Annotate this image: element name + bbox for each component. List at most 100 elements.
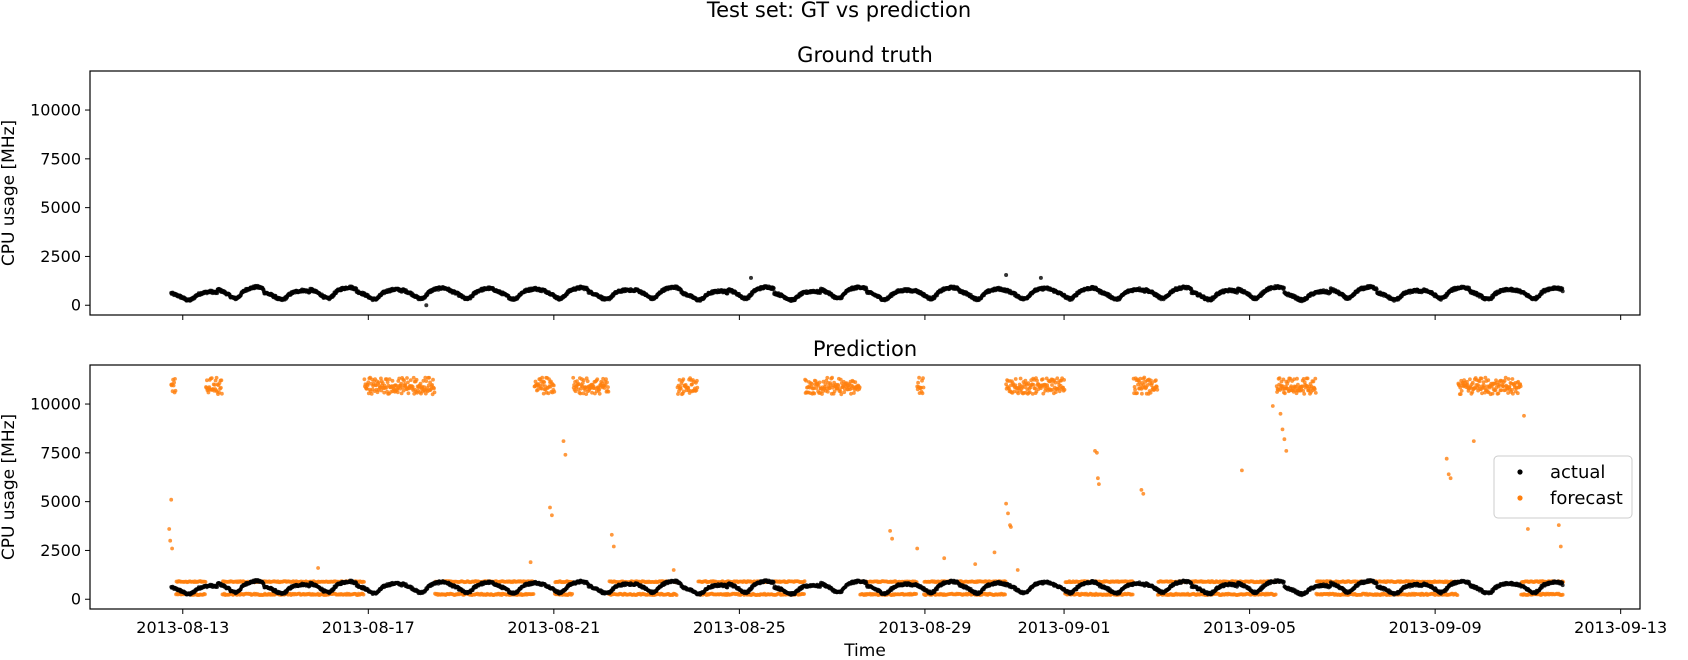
data-point bbox=[1031, 383, 1036, 387]
data-point bbox=[674, 593, 679, 597]
data-point bbox=[390, 378, 395, 383]
data-point bbox=[571, 375, 576, 380]
data-point bbox=[853, 380, 858, 385]
data-point bbox=[914, 592, 919, 596]
data-point bbox=[585, 379, 590, 384]
y-tick-label: 2500 bbox=[40, 247, 81, 266]
data-point bbox=[531, 592, 536, 596]
y-tick-label: 0 bbox=[71, 296, 81, 315]
data-point bbox=[1140, 391, 1144, 396]
data-point bbox=[825, 389, 830, 394]
data-point bbox=[1148, 390, 1153, 395]
prediction-panel: Prediction CPU usage [MHz] 0250050007500… bbox=[0, 337, 1667, 637]
data-point bbox=[203, 580, 208, 584]
y-tick-label: 0 bbox=[71, 590, 81, 609]
ground-truth-ylabel: CPU usage [MHz] bbox=[0, 120, 19, 266]
data-point bbox=[1133, 387, 1137, 392]
y-tick-label: 5000 bbox=[40, 198, 81, 217]
data-point bbox=[406, 391, 411, 396]
data-point bbox=[1155, 387, 1160, 392]
figure-suptitle: Test set: GT vs prediction bbox=[706, 0, 971, 22]
x-tick-label: 2013-08-17 bbox=[322, 618, 415, 637]
prediction-ylabel: CPU usage [MHz] bbox=[0, 414, 19, 560]
data-point bbox=[679, 386, 683, 391]
data-point bbox=[681, 377, 686, 382]
x-tick-label: 2013-08-13 bbox=[136, 618, 229, 637]
data-point bbox=[551, 383, 556, 388]
data-point bbox=[362, 580, 366, 584]
data-point bbox=[215, 291, 220, 296]
y-tick-label: 7500 bbox=[40, 149, 81, 168]
data-point bbox=[209, 376, 214, 380]
data-point bbox=[362, 377, 367, 382]
data-point bbox=[1281, 285, 1286, 290]
data-point bbox=[1062, 378, 1066, 382]
data-point bbox=[432, 386, 436, 391]
y-tick-label: 7500 bbox=[40, 443, 81, 462]
data-point bbox=[749, 275, 753, 280]
data-point bbox=[1038, 275, 1043, 280]
data-point bbox=[432, 390, 437, 395]
data-point bbox=[606, 385, 610, 389]
data-point bbox=[1035, 378, 1039, 383]
data-point bbox=[921, 376, 925, 381]
data-point bbox=[606, 389, 611, 394]
data-point bbox=[771, 286, 776, 291]
x-tick-label: 2013-08-21 bbox=[507, 618, 600, 637]
data-point bbox=[695, 385, 700, 390]
data-point bbox=[812, 391, 817, 396]
data-point bbox=[920, 391, 925, 396]
data-point bbox=[542, 380, 547, 384]
data-point bbox=[173, 388, 178, 393]
prediction-axes: 0 2500 5000 7500 10000 2013-08-13 2013-08-17 20… bbox=[30, 395, 1667, 637]
data-point bbox=[369, 392, 374, 396]
data-point bbox=[203, 592, 207, 597]
data-point bbox=[172, 380, 177, 385]
x-tick-label: 2013-09-09 bbox=[1389, 618, 1482, 637]
data-point bbox=[1154, 378, 1158, 383]
data-point bbox=[1004, 273, 1009, 277]
ground-truth-axes: 0 2500 5000 7500 10000 bbox=[30, 101, 1622, 320]
data-point bbox=[857, 385, 862, 390]
data-point bbox=[405, 376, 409, 380]
data-point bbox=[570, 592, 575, 596]
x-tick-label: 2013-09-05 bbox=[1203, 618, 1296, 637]
x-tick-label: 2013-08-25 bbox=[693, 618, 786, 637]
data-point bbox=[830, 375, 834, 380]
y-tick-label: 10000 bbox=[30, 395, 81, 414]
y-tick-label: 2500 bbox=[40, 541, 81, 560]
data-point bbox=[695, 378, 699, 383]
data-point bbox=[825, 375, 830, 380]
data-point bbox=[1003, 592, 1007, 597]
ground-truth-panel: Ground truth CPU usage [MHz] 02500500075… bbox=[0, 43, 1641, 320]
data-point bbox=[540, 375, 545, 380]
data-point bbox=[917, 375, 921, 380]
x-tick-label: 2013-09-01 bbox=[1018, 618, 1111, 637]
y-tick-label: 10000 bbox=[30, 101, 81, 120]
data-point bbox=[220, 391, 224, 396]
data-point bbox=[361, 592, 366, 597]
data-point bbox=[817, 380, 822, 385]
data-point bbox=[1560, 289, 1565, 294]
data-point bbox=[1018, 376, 1023, 381]
data-point bbox=[810, 382, 814, 386]
data-point bbox=[424, 379, 429, 383]
data-point bbox=[916, 380, 920, 385]
data-point bbox=[173, 377, 177, 381]
data-point bbox=[1142, 375, 1147, 380]
data-point bbox=[842, 390, 847, 395]
x-tick-label: 2013-09-13 bbox=[1574, 618, 1667, 637]
data-point bbox=[1040, 377, 1045, 381]
data-point bbox=[1062, 387, 1067, 392]
data-point bbox=[921, 385, 926, 390]
data-point bbox=[1135, 391, 1139, 395]
data-point bbox=[399, 381, 404, 386]
data-point bbox=[802, 592, 806, 596]
data-point bbox=[219, 385, 223, 390]
y-tick-label: 5000 bbox=[40, 492, 81, 511]
data-point bbox=[414, 377, 419, 382]
data-point bbox=[214, 375, 219, 380]
data-point bbox=[219, 378, 224, 383]
data-point bbox=[595, 377, 600, 382]
